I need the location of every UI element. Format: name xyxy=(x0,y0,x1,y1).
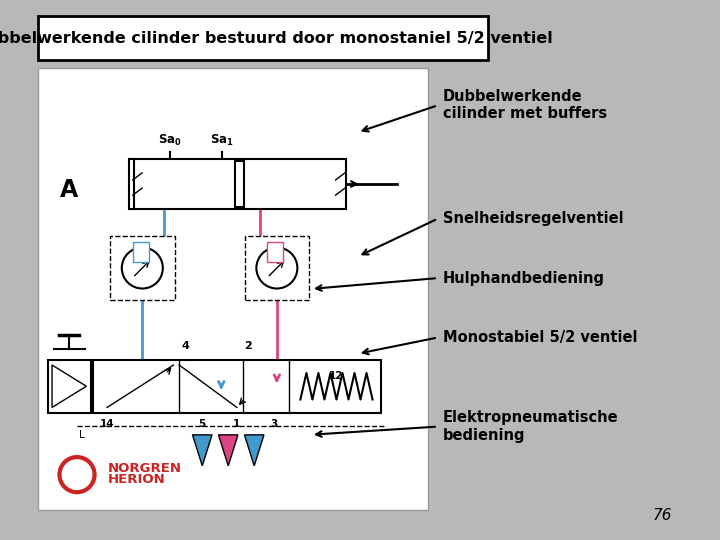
Bar xyxy=(267,242,283,261)
Bar xyxy=(38,16,488,60)
Bar xyxy=(235,161,244,207)
Text: Dubbelwerkende cilinder bestuurd door monostaniel 5/2 ventiel: Dubbelwerkende cilinder bestuurd door mo… xyxy=(0,30,553,45)
Bar xyxy=(132,159,346,210)
Text: Monostabiel 5/2 ventiel: Monostabiel 5/2 ventiel xyxy=(443,330,637,345)
Text: 76: 76 xyxy=(652,508,672,523)
Text: 4: 4 xyxy=(181,341,189,351)
Text: NORGREN: NORGREN xyxy=(108,462,182,475)
Text: Hulphandbediening: Hulphandbediening xyxy=(443,271,605,286)
Text: Snelheidsregelventiel: Snelheidsregelventiel xyxy=(443,211,624,226)
Bar xyxy=(132,242,149,261)
Text: 3: 3 xyxy=(271,420,278,429)
Text: 2: 2 xyxy=(245,341,252,351)
Text: 5: 5 xyxy=(199,420,206,429)
Text: Dubbelwerkende
cilinder met buffers: Dubbelwerkende cilinder met buffers xyxy=(443,89,607,122)
Polygon shape xyxy=(52,365,86,408)
Polygon shape xyxy=(192,435,212,466)
Text: 1: 1 xyxy=(233,420,240,429)
Polygon shape xyxy=(245,435,264,466)
Bar xyxy=(93,360,381,413)
Text: Elektropneumatische
bediening: Elektropneumatische bediening xyxy=(443,410,618,443)
Text: 12: 12 xyxy=(329,370,343,381)
Bar xyxy=(130,159,134,210)
Bar xyxy=(38,68,428,510)
Bar xyxy=(48,360,91,413)
Text: $\mathbf{Sa_0}$: $\mathbf{Sa_0}$ xyxy=(158,132,182,147)
Text: L: L xyxy=(79,430,85,441)
Text: 14: 14 xyxy=(99,420,114,429)
FancyBboxPatch shape xyxy=(245,236,309,300)
Text: $\mathbf{Sa_1}$: $\mathbf{Sa_1}$ xyxy=(210,132,233,147)
Polygon shape xyxy=(218,435,238,466)
FancyBboxPatch shape xyxy=(110,236,174,300)
Text: A: A xyxy=(60,178,78,201)
Text: HERION: HERION xyxy=(108,472,166,485)
